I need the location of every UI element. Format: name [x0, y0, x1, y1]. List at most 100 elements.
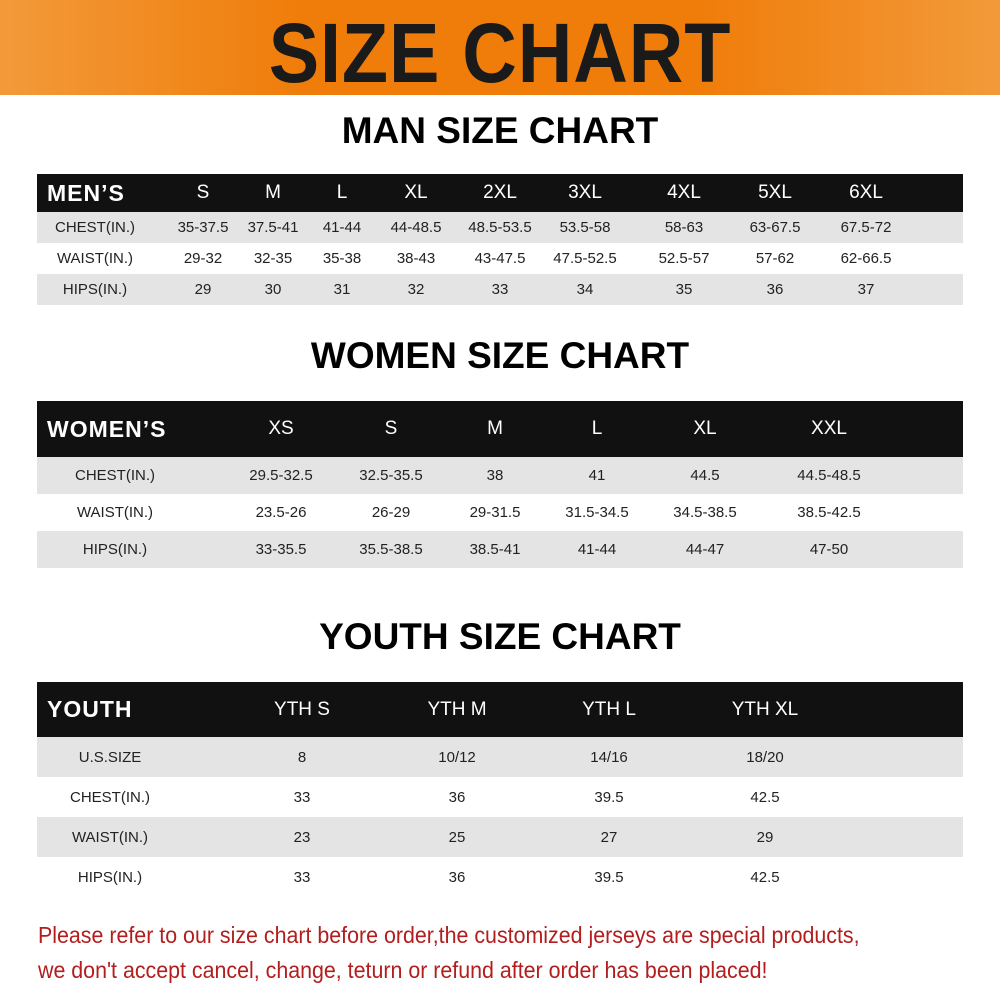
table-row: CHEST(IN.) 35-37.5 37.5-41 41-44 44-48.5 48.5…	[37, 212, 963, 243]
table-row: WAIST(IN.) 29-32 32-35 35-38 38-43 43-47.5 47.…	[37, 243, 963, 274]
table-cell: 41	[588, 467, 606, 484]
table-cell: 35-38	[322, 250, 362, 267]
table-cell: 38.5-41	[469, 541, 521, 558]
size-header: XL	[693, 418, 717, 439]
table-cell: 23	[293, 828, 311, 846]
table-title-cell: YOUTH	[47, 696, 133, 722]
table-cell: 34	[576, 281, 594, 298]
table-cell: 36	[448, 788, 466, 806]
table-cell: 25	[448, 828, 466, 846]
table-cell: 36	[766, 281, 784, 298]
table-cell: 38.5-42.5	[797, 504, 861, 521]
table-cell: 29.5-32.5	[249, 467, 313, 484]
table-row: CHEST(IN.) 29.5-32.5 32.5-35.5 38 41 44.5 44.5…	[37, 457, 963, 494]
size-header: XXL	[811, 418, 847, 439]
table-cell: 35-37.5	[177, 219, 229, 236]
table-cell: 27	[600, 828, 618, 846]
table-row: U.S.SIZE 8 10/12 14/16 18/20	[37, 737, 963, 777]
row-label: HIPS(IN.)	[77, 868, 143, 886]
table-cell: 48.5-53.5	[468, 219, 532, 236]
table-cell: 43-47.5	[474, 250, 526, 267]
table-cell: 14/16	[590, 748, 628, 766]
table-cell: 47.5-52.5	[553, 250, 617, 267]
table-title-cell: MEN’S	[47, 179, 125, 206]
size-header: 4XL	[667, 182, 701, 203]
row-label: CHEST(IN.)	[70, 788, 150, 806]
table-cell: 35.5-38.5	[359, 541, 423, 558]
table-cell: 44-47	[685, 541, 725, 558]
table-cell: 41-44	[577, 541, 617, 558]
table-row: WAIST(IN.) 23.5-26 26-29 29-31.5 31.5-34.5 34…	[37, 494, 963, 531]
women-section-title: WOMEN SIZE CHART	[310, 335, 690, 376]
notice-line-1: Please refer to our size chart before or…	[38, 922, 860, 948]
table-cell: 32	[407, 281, 425, 298]
table-cell: 33	[293, 868, 311, 886]
table-cell: 10/12	[438, 748, 476, 766]
size-header: 2XL	[483, 182, 517, 203]
table-row: CHEST(IN.) 33 36 39.5 42.5	[37, 777, 963, 817]
table-cell: 67.5-72	[840, 219, 892, 236]
table-cell: 23.5-26	[255, 504, 307, 521]
size-header: 5XL	[758, 182, 792, 203]
size-header: S	[384, 418, 398, 439]
table-cell: 34.5-38.5	[673, 504, 737, 521]
size-header: 3XL	[568, 182, 602, 203]
table-cell: 58-63	[664, 219, 704, 236]
table-cell: 29-31.5	[469, 504, 521, 521]
women-header-row: WOMEN’S XS S M L XL XXL	[37, 401, 963, 457]
row-label: HIPS(IN.)	[82, 541, 148, 558]
table-cell: 29-32	[183, 250, 223, 267]
size-header: M	[265, 182, 281, 203]
table-cell: 57-62	[755, 250, 795, 267]
table-cell: 32-35	[253, 250, 293, 267]
table-row: HIPS(IN.) 29 30 31 32 33 34 35 36 37	[37, 274, 963, 305]
men-header-row: MEN’S S M L XL 2XL 3XL 4XL 5XL 6XL	[37, 174, 963, 212]
table-cell: 32.5-35.5	[359, 467, 423, 484]
table-cell: 39.5	[594, 788, 624, 806]
table-cell: 35	[675, 281, 693, 298]
table-row: WAIST(IN.) 23 25 27 29	[37, 817, 963, 857]
table-row: HIPS(IN.) 33 36 39.5 42.5	[37, 857, 963, 897]
table-cell: 37.5-41	[247, 219, 299, 236]
table-title-cell: WOMEN’S	[47, 415, 167, 442]
table-cell: 31.5-34.5	[565, 504, 629, 521]
men-section-title: MAN SIZE CHART	[341, 110, 659, 151]
size-header: XS	[268, 418, 294, 439]
youth-section-title: YOUTH SIZE CHART	[319, 616, 681, 657]
table-cell: 39.5	[594, 868, 624, 886]
table-cell: 41-44	[322, 219, 362, 236]
size-header: YTH L	[582, 698, 636, 720]
table-cell: 42.5	[750, 788, 780, 806]
table-cell: 62-66.5	[840, 250, 892, 267]
youth-header-row: YOUTH YTH S YTH M YTH L YTH XL	[37, 682, 963, 737]
table-cell: 47-50	[809, 541, 849, 558]
size-header: 6XL	[849, 182, 883, 203]
table-cell: 29	[194, 281, 212, 298]
table-cell: 36	[448, 868, 466, 886]
size-header: L	[591, 418, 603, 439]
row-label: U.S.SIZE	[78, 748, 142, 766]
table-cell: 18/20	[746, 748, 784, 766]
table-cell: 26-29	[371, 504, 411, 521]
size-header: S	[196, 182, 210, 203]
table-cell: 44.5-48.5	[797, 467, 861, 484]
row-label: CHEST(IN.)	[55, 219, 135, 236]
table-cell: 38	[486, 467, 504, 484]
table-cell: 30	[264, 281, 282, 298]
size-header: YTH S	[274, 698, 330, 720]
banner: SIZE CHART	[0, 0, 1000, 100]
table-cell: 44.5	[690, 467, 720, 484]
row-label: WAIST(IN.)	[71, 828, 149, 846]
banner-title: SIZE CHART	[268, 6, 732, 100]
table-cell: 31	[333, 281, 351, 298]
table-cell: 33-35.5	[255, 541, 307, 558]
table-cell: 37	[857, 281, 875, 298]
table-row: HIPS(IN.) 33-35.5 35.5-38.5 38.5-41 41-44 44-…	[37, 531, 963, 568]
table-cell: 52.5-57	[658, 250, 710, 267]
size-header: YTH M	[427, 698, 487, 720]
table-cell: 42.5	[750, 868, 780, 886]
size-header: YTH XL	[731, 698, 799, 720]
row-label: WAIST(IN.)	[76, 504, 154, 521]
size-header: L	[336, 182, 348, 203]
table-cell: 38-43	[396, 250, 436, 267]
